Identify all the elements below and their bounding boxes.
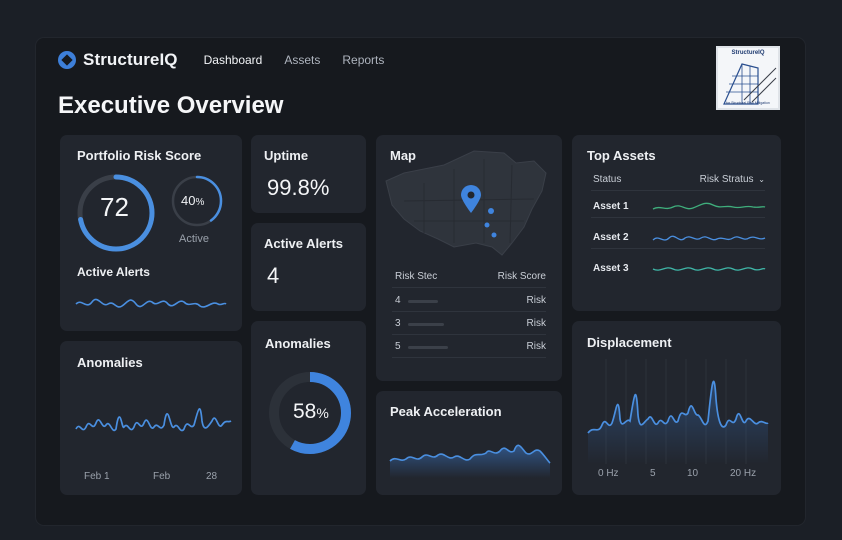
anomalies-donut-value: 58	[293, 400, 317, 423]
top-assets-header: Status Risk Stratus ⌄	[591, 168, 765, 191]
chevron-down-icon: ⌄	[758, 175, 765, 184]
anomalies-donut	[269, 372, 351, 454]
map-markers	[484, 208, 497, 238]
active-percent-value: 40	[181, 193, 196, 208]
table-row[interactable]: 3 Risk	[392, 312, 546, 335]
logo-thumbnail: StructureIQ for Structural Risk Mitigati…	[716, 46, 780, 110]
row-bar	[408, 323, 444, 326]
row-status: Risk	[526, 295, 546, 306]
nav-reports[interactable]: Reports	[342, 53, 385, 67]
anomalies-donut-title: Anomalies	[265, 336, 331, 351]
row-status: Risk	[526, 341, 546, 352]
anomalies-tick-2: 28	[206, 471, 218, 482]
row-id: 4	[395, 295, 401, 306]
list-item[interactable]: Asset 3	[591, 257, 766, 280]
page-title: Executive Overview	[58, 92, 284, 119]
map-card: Map Risk Stec Risk Score 4 Risk 3 Risk 5…	[376, 135, 562, 381]
peak-acceleration-title: Peak Acceleration	[390, 404, 502, 419]
risk-score-value: 72	[100, 192, 129, 222]
top-assets-card: Top Assets Status Risk Stratus ⌄ Asset 1…	[572, 135, 781, 311]
map-title: Map	[390, 148, 416, 163]
active-percent-gauge	[171, 175, 223, 227]
top-assets-header-1: Risk Stratus	[699, 174, 754, 185]
uptime-value: 99.8%	[267, 175, 330, 200]
active-alerts-card: Active Alerts 4	[251, 223, 366, 311]
table-row[interactable]: 4 Risk	[392, 289, 546, 312]
displacement-tick-2: 10	[687, 468, 699, 479]
anomalies-donut-card: Anomalies 58%	[251, 321, 366, 495]
displacement-tick-3: 20 Hz	[730, 468, 757, 479]
logo-icon	[58, 51, 76, 69]
top-assets-sort[interactable]: Risk Stratus ⌄	[700, 174, 765, 185]
row-status: Risk	[526, 318, 546, 329]
displacement-spectrum	[587, 359, 769, 464]
active-alerts-title: Active Alerts	[264, 236, 343, 251]
list-item[interactable]: Asset 2	[591, 226, 766, 249]
peak-acceleration-chart	[389, 444, 551, 478]
displacement-card: Displacement 0 Hz 5 10 20 Hz	[572, 321, 781, 495]
row-bar	[408, 300, 438, 303]
anomalies-tick-1: Feb	[153, 471, 171, 482]
map-pin-icon[interactable]	[461, 185, 481, 215]
peak-acceleration-card: Peak Acceleration	[376, 391, 562, 495]
anomalies-donut-label: 58%	[293, 400, 329, 424]
risk-score-gauge	[77, 174, 155, 252]
asset-name: Asset 3	[593, 263, 629, 274]
uptime-title: Uptime	[264, 148, 309, 163]
logo-thumbnail-title: StructureIQ	[731, 50, 765, 56]
anomalies-line-chart	[75, 408, 232, 432]
uptime-card: Uptime 99.8%	[251, 135, 366, 213]
active-alerts-value: 4	[267, 263, 280, 288]
asset-sparkline	[652, 235, 766, 241]
alerts-sparkline	[75, 298, 227, 308]
nav-assets[interactable]: Assets	[284, 53, 321, 67]
portfolio-risk-title: Portfolio Risk Score	[77, 148, 202, 163]
table-row[interactable]: 5 Risk	[392, 335, 546, 358]
active-percent-suffix: %	[195, 197, 205, 208]
row-bar	[408, 346, 448, 349]
displacement-title: Displacement	[587, 335, 672, 350]
row-id: 5	[395, 341, 401, 352]
nav-dashboard[interactable]: Dashboard	[203, 53, 263, 67]
asset-sparkline	[652, 202, 766, 210]
asset-sparkline	[652, 267, 766, 271]
map-header-1: Risk Score	[497, 271, 546, 282]
row-id: 3	[395, 318, 401, 329]
anomalies-chart-card: Anomalies Feb 1 Feb 28	[60, 341, 242, 495]
asset-name: Asset 1	[593, 201, 629, 212]
list-item[interactable]: Asset 1	[591, 195, 766, 218]
portfolio-active-alerts-title: Active Alerts	[77, 265, 150, 279]
brand-name: StructureIQ	[83, 50, 178, 69]
displacement-tick-1: 5	[650, 468, 656, 479]
map-header-0: Risk Stec	[395, 271, 438, 282]
anomalies-tick-0: Feb 1	[84, 471, 110, 482]
active-percent: 40%	[181, 193, 204, 208]
active-label: Active	[179, 233, 209, 245]
top-nav: StructureIQ Dashboard Assets Reports	[58, 48, 406, 72]
map-table-header: Risk Stec Risk Score	[392, 265, 546, 288]
displacement-tick-0: 0 Hz	[598, 468, 619, 479]
logo-thumbnail-caption: for Structural Risk Mitigation	[726, 101, 770, 105]
asset-name: Asset 2	[593, 232, 629, 243]
top-assets-title: Top Assets	[587, 148, 656, 163]
top-assets-header-0: Status	[593, 174, 622, 185]
portfolio-risk-card: Portfolio Risk Score 72 40% Active Activ…	[60, 135, 242, 331]
anomalies-chart-title: Anomalies	[77, 355, 143, 370]
building-logo-icon	[723, 63, 777, 105]
anomalies-donut-suffix: %	[316, 405, 329, 421]
